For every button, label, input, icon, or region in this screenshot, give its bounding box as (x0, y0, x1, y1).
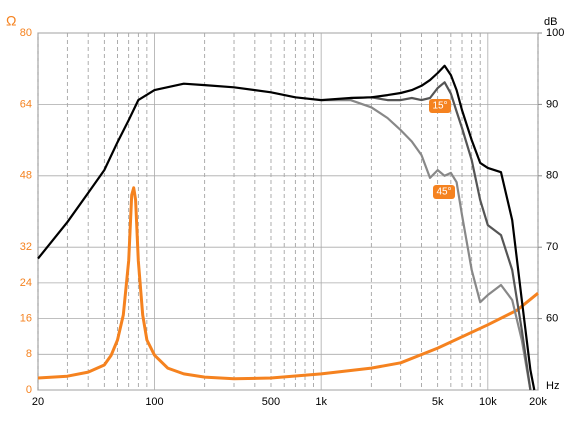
x-tick-label: 5k (432, 396, 444, 408)
x-unit: Hz (546, 380, 559, 392)
y-tick-label: 24 (20, 277, 32, 289)
series-line (37, 64, 536, 391)
y2-tick-label: 100 (546, 27, 564, 39)
annotation-box (433, 185, 455, 199)
y2-tick-label: 80 (546, 170, 558, 182)
y-tick-label: 48 (20, 170, 32, 182)
x-tick-label: 20k (529, 396, 547, 408)
y2-tick-label: 70 (546, 241, 558, 253)
x-tick-label: 20 (32, 396, 44, 408)
y-tick-label: 32 (20, 241, 32, 253)
y-tick-label: 80 (20, 27, 32, 39)
annotation: 15° (432, 101, 447, 112)
y2-tick-label: 60 (546, 313, 558, 325)
y-tick-label: 16 (20, 313, 32, 325)
series-line (350, 81, 532, 391)
annotation-box (429, 99, 451, 113)
x-tick-label: 10k (479, 396, 497, 408)
y2-unit: dB (544, 16, 557, 28)
x-tick-label: 500 (262, 396, 280, 408)
y-tick-label: 0 (26, 384, 32, 396)
y-unit: Ω (6, 13, 16, 29)
series-line (321, 99, 532, 391)
y-tick-label: 64 (20, 98, 32, 110)
series-line (37, 186, 539, 381)
x-tick-label: 100 (145, 396, 163, 408)
x-tick-label: 1k (315, 396, 327, 408)
y-tick-label: 8 (26, 348, 32, 360)
y2-tick-label: 90 (546, 98, 558, 110)
annotation: 45° (436, 187, 451, 198)
